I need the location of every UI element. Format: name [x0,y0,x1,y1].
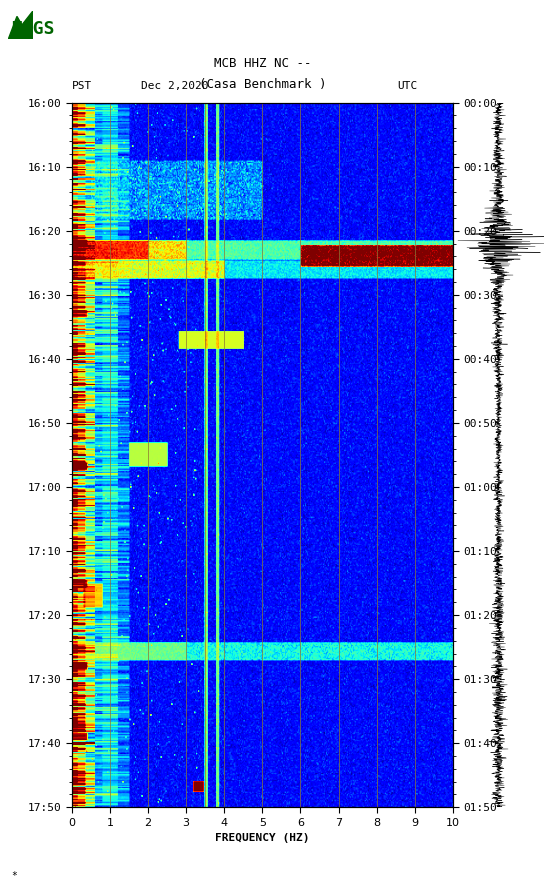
Polygon shape [8,11,33,39]
Text: MCB HHZ NC --: MCB HHZ NC -- [214,56,311,70]
X-axis label: FREQUENCY (HZ): FREQUENCY (HZ) [215,833,310,843]
Text: Dec 2,2020: Dec 2,2020 [141,81,208,91]
Text: *: * [11,871,17,881]
Text: (Casa Benchmark ): (Casa Benchmark ) [199,78,326,91]
Text: USGS: USGS [11,20,55,37]
Text: PST: PST [72,81,92,91]
Text: UTC: UTC [397,81,418,91]
